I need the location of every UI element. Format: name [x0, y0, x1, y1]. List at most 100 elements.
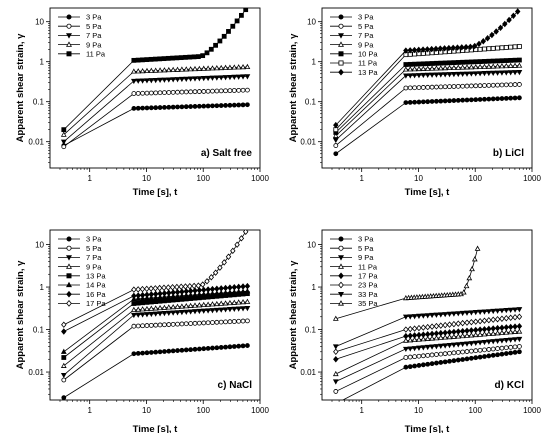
data-point [490, 58, 496, 64]
series-line [63, 75, 248, 143]
x-tick-label: 100 [469, 406, 483, 415]
data-point [420, 72, 427, 79]
data-point [468, 71, 475, 77]
legend-marker [338, 14, 344, 20]
data-point [221, 33, 227, 39]
data-point [205, 290, 211, 297]
data-point [244, 288, 251, 294]
data-point [196, 76, 203, 82]
data-point [238, 235, 245, 242]
data-point [459, 319, 466, 327]
data-point [235, 64, 242, 70]
data-point [490, 308, 497, 315]
data-point [174, 292, 181, 299]
data-point [464, 319, 470, 326]
data-point [223, 103, 228, 108]
data-point [244, 74, 251, 80]
data-point [420, 345, 427, 351]
data-point [135, 300, 141, 306]
data-point [433, 330, 440, 337]
data-point [503, 62, 510, 69]
y-tick-label: 1 [40, 283, 45, 292]
series-13-pa [333, 8, 521, 129]
data-point [244, 63, 251, 70]
data-point [333, 356, 339, 363]
data-point [463, 43, 469, 51]
data-point [411, 73, 418, 79]
data-point [131, 57, 137, 63]
y-axis-label: Apparent shear strain, γ [288, 260, 299, 369]
data-point [424, 323, 431, 331]
data-point [152, 311, 159, 317]
data-point [420, 61, 426, 67]
data-point [131, 286, 137, 293]
data-point [424, 46, 431, 53]
data-point [174, 283, 180, 291]
data-point [476, 40, 482, 48]
data-point [153, 322, 159, 328]
data-point [512, 328, 518, 334]
data-point [208, 46, 214, 52]
data-point [235, 306, 242, 312]
data-point [495, 352, 500, 358]
data-point [60, 348, 67, 354]
data-point [157, 349, 163, 355]
data-point [455, 350, 461, 355]
series-7-pa [332, 69, 523, 144]
data-point [217, 264, 223, 271]
data-point [187, 76, 194, 82]
data-point [183, 321, 189, 327]
data-point [411, 66, 418, 72]
data-point [460, 349, 466, 355]
data-point [140, 90, 145, 96]
data-point [161, 56, 167, 62]
data-point [170, 104, 176, 110]
data-point [187, 309, 194, 315]
y-tick-label: 0.01 [28, 368, 44, 377]
data-point [201, 346, 207, 352]
data-point [503, 315, 510, 322]
data-point [175, 297, 180, 303]
data-point [200, 301, 207, 308]
data-point [512, 57, 518, 63]
data-point [174, 66, 181, 72]
series-11-pa [332, 328, 523, 377]
data-point [416, 336, 422, 342]
data-point [234, 18, 240, 24]
x-tick-label: 1000 [251, 174, 269, 183]
legend-marker [338, 255, 344, 261]
legend-entry: 17 Pa [358, 272, 378, 281]
x-tick-label: 1000 [251, 406, 269, 415]
data-point [240, 288, 246, 294]
series-line [335, 331, 520, 375]
data-point [140, 350, 145, 356]
data-point [131, 301, 137, 306]
series-3-pa [61, 102, 250, 148]
legend-entry: 11 Pa [358, 59, 378, 68]
data-point [403, 62, 409, 67]
data-point [166, 298, 172, 303]
data-point [174, 288, 181, 296]
data-point [499, 45, 505, 51]
data-point [60, 139, 67, 145]
data-point [494, 316, 501, 323]
data-point [213, 75, 220, 81]
data-point [416, 363, 422, 368]
data-point [236, 343, 242, 349]
data-point [179, 296, 185, 302]
data-point [139, 78, 146, 84]
data-point [214, 345, 220, 351]
data-point [510, 12, 517, 20]
data-point [455, 60, 461, 65]
series-5-pa [61, 87, 250, 150]
legend-entry: 17 Pa [86, 299, 106, 308]
data-point [140, 57, 145, 63]
data-point [139, 312, 146, 318]
data-point [407, 85, 413, 91]
data-point [425, 99, 431, 105]
data-point [486, 316, 492, 324]
data-point [148, 90, 154, 96]
data-point [486, 46, 492, 52]
data-point [240, 298, 246, 305]
